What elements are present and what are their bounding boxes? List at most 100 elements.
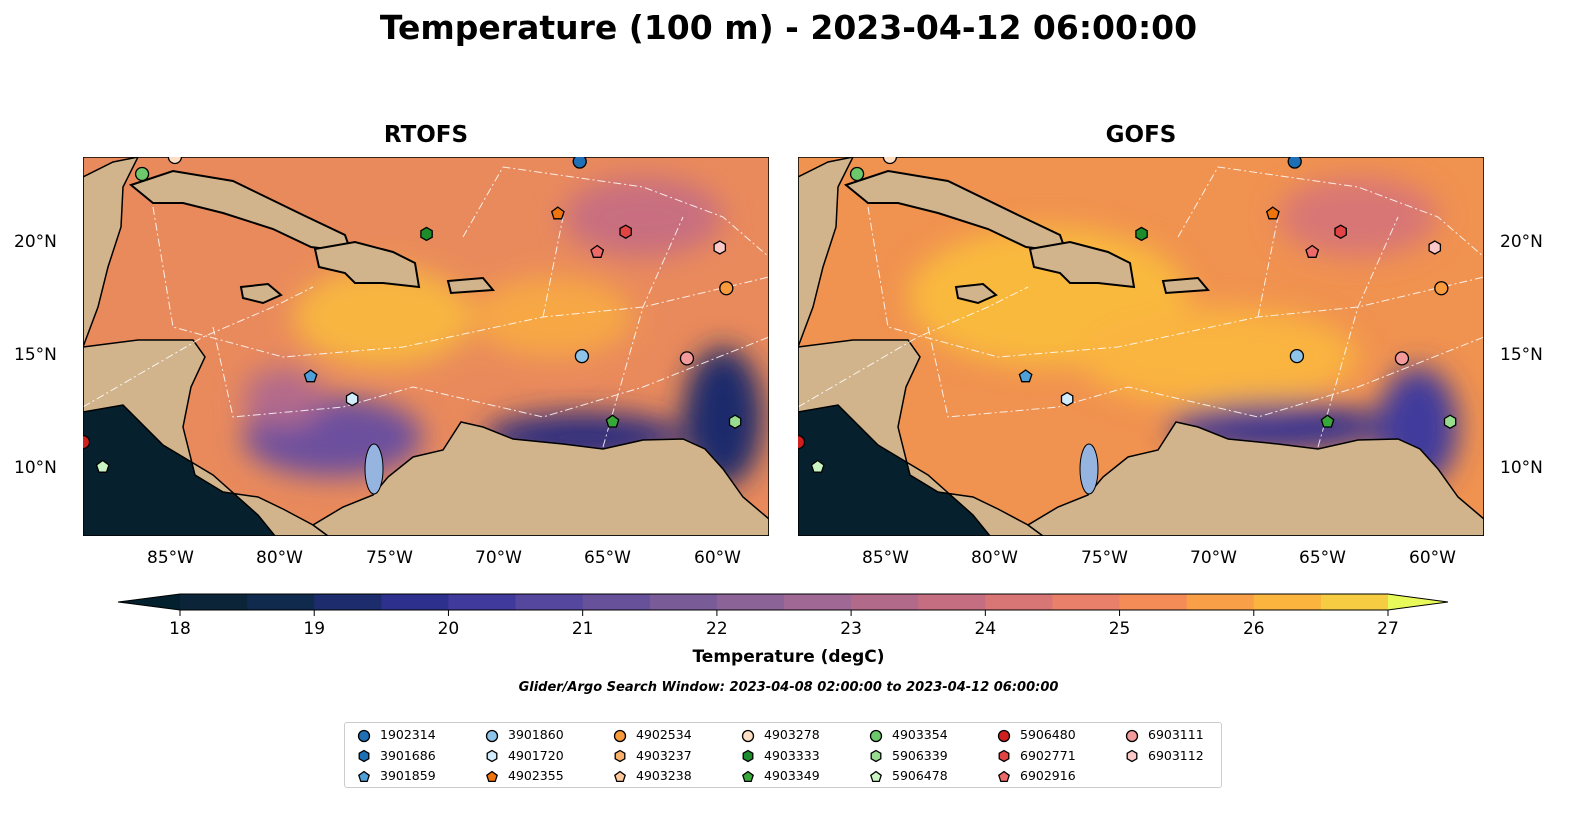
circle-marker-icon xyxy=(997,729,1011,742)
float-marker-4902355 xyxy=(1265,206,1280,220)
legend-label: 3901860 xyxy=(508,727,564,742)
colorbar-tick: 27 xyxy=(1377,619,1399,639)
float-marker-4903278 xyxy=(882,157,898,165)
float-marker-1902314 xyxy=(1287,157,1302,169)
float-marker-6902771 xyxy=(619,224,632,239)
hexagon-marker-icon xyxy=(870,749,882,763)
legend-label: 4903333 xyxy=(764,747,820,763)
lon-tick: 70°W xyxy=(475,548,522,568)
search-window-text: Glider/Argo Search Window: 2023-04-08 02… xyxy=(518,680,1059,695)
colorbar-segment xyxy=(180,594,248,610)
float-marker-4902534 xyxy=(719,281,734,296)
float-marker-4902534 xyxy=(1434,281,1449,296)
float-marker-5906478 xyxy=(95,459,110,473)
circle-marker-icon xyxy=(485,729,499,742)
lat-tick-right: 15°N xyxy=(1500,345,1543,365)
legend-item-3901859: 3901859 xyxy=(357,766,436,786)
float-marker-4901720 xyxy=(1060,391,1074,407)
colorbar-segment xyxy=(918,594,986,610)
legend-label: 4903278 xyxy=(764,727,820,742)
colorbar-segment xyxy=(851,594,919,610)
float-marker-6902916 xyxy=(1305,244,1320,258)
legend-item-4903238: 4903238 xyxy=(613,766,692,786)
legend-item-4903237: 4903237 xyxy=(613,746,692,766)
float-marker-5906480 xyxy=(798,434,806,450)
lon-tick: 85°W xyxy=(147,548,194,568)
panel-title-rtofs: RTOFS xyxy=(383,122,469,148)
colorbar-under xyxy=(118,594,180,610)
lon-tick: 85°W xyxy=(862,548,909,568)
lat-tick-left: 10°N xyxy=(14,458,57,478)
colorbar-segment xyxy=(784,594,852,610)
float-marker-3901859 xyxy=(303,369,318,383)
legend-label: 5906478 xyxy=(892,768,948,783)
colorbar-label: Temperature (degC) xyxy=(692,647,885,667)
circle-marker-icon xyxy=(741,729,755,742)
lon-tick: 60°W xyxy=(694,548,741,568)
legend-label: 6902771 xyxy=(1020,747,1076,763)
colorbar-tick: 25 xyxy=(1108,619,1131,639)
lat-tick-right: 20°N xyxy=(1500,232,1543,252)
colorbar-tick: 20 xyxy=(437,619,460,639)
float-marker-3901859 xyxy=(1018,369,1033,383)
legend-item-3901686: 3901686 xyxy=(357,746,436,766)
map-gofs xyxy=(798,157,1484,536)
pentagon-marker-icon xyxy=(998,770,1010,782)
legend-label: 6902916 xyxy=(1020,768,1076,783)
circle-marker-icon xyxy=(869,729,883,742)
legend-item-5906339: 5906339 xyxy=(869,746,948,766)
colorbar-segment xyxy=(1320,594,1389,610)
figure-title: Temperature (100 m) - 2023-04-12 06:00:0… xyxy=(379,8,1198,47)
colorbar-segment xyxy=(716,594,785,610)
legend-label: 5906339 xyxy=(892,747,948,763)
colorbar-tick: 26 xyxy=(1242,619,1265,639)
colorbar-segment xyxy=(515,594,584,610)
float-marker-1902314 xyxy=(572,157,587,169)
colorbar-segment xyxy=(582,594,651,610)
float-marker-4903354 xyxy=(134,166,150,182)
legend-item-4903278: 4903278 xyxy=(741,725,820,745)
hexagon-marker-icon xyxy=(742,749,754,763)
float-marker-3901860 xyxy=(574,348,590,364)
hexagon-marker-icon xyxy=(486,749,498,763)
lon-tick: 75°W xyxy=(366,548,413,568)
legend-item-6902771: 6902771 xyxy=(997,746,1076,766)
hexagon-marker-icon xyxy=(358,749,370,763)
legend-label: 6903111 xyxy=(1148,727,1204,742)
legend-label: 4903238 xyxy=(636,768,692,783)
pentagon-marker-icon xyxy=(742,770,754,782)
legend-label: 4903354 xyxy=(892,727,948,742)
colorbar-segment xyxy=(1119,594,1188,610)
float-marker-5906339 xyxy=(728,414,742,429)
pentagon-marker-icon xyxy=(614,770,626,782)
float-marker-6903112 xyxy=(713,240,727,255)
circle-marker-icon xyxy=(613,729,627,742)
lon-tick: 60°W xyxy=(1409,548,1456,568)
legend-label: 4902355 xyxy=(508,768,564,783)
legend-item-4902534: 4902534 xyxy=(613,725,692,745)
legend-label: 3901859 xyxy=(380,768,436,783)
colorbar-tick: 21 xyxy=(571,619,594,639)
panel-title-gofs: GOFS xyxy=(1105,122,1177,148)
colorbar-tick: 18 xyxy=(169,619,191,639)
legend-item-4902355: 4902355 xyxy=(485,766,564,786)
legend-label: 3901686 xyxy=(380,747,436,763)
float-marker-5906339 xyxy=(1443,414,1457,429)
colorbar-segment xyxy=(1186,594,1255,610)
float-marker-4903333 xyxy=(1135,226,1148,242)
colorbar-segment xyxy=(448,594,517,610)
legend-label: 4901720 xyxy=(508,747,564,763)
colorbar-segment xyxy=(381,594,450,610)
colorbar-segment xyxy=(1253,594,1322,610)
hexagon-marker-icon xyxy=(1126,749,1138,763)
colorbar-segment xyxy=(1052,594,1121,610)
map-rtofs xyxy=(83,157,769,536)
float-marker-6902916 xyxy=(590,244,605,258)
colorbar-tick: 23 xyxy=(840,619,862,639)
float-marker-4903354 xyxy=(849,166,865,182)
float-markers xyxy=(83,157,742,473)
colorbar-segment xyxy=(985,594,1054,610)
legend-item-5906480: 5906480 xyxy=(997,725,1076,745)
float-marker-4902355 xyxy=(550,206,565,220)
colorbar-segment xyxy=(247,594,315,610)
